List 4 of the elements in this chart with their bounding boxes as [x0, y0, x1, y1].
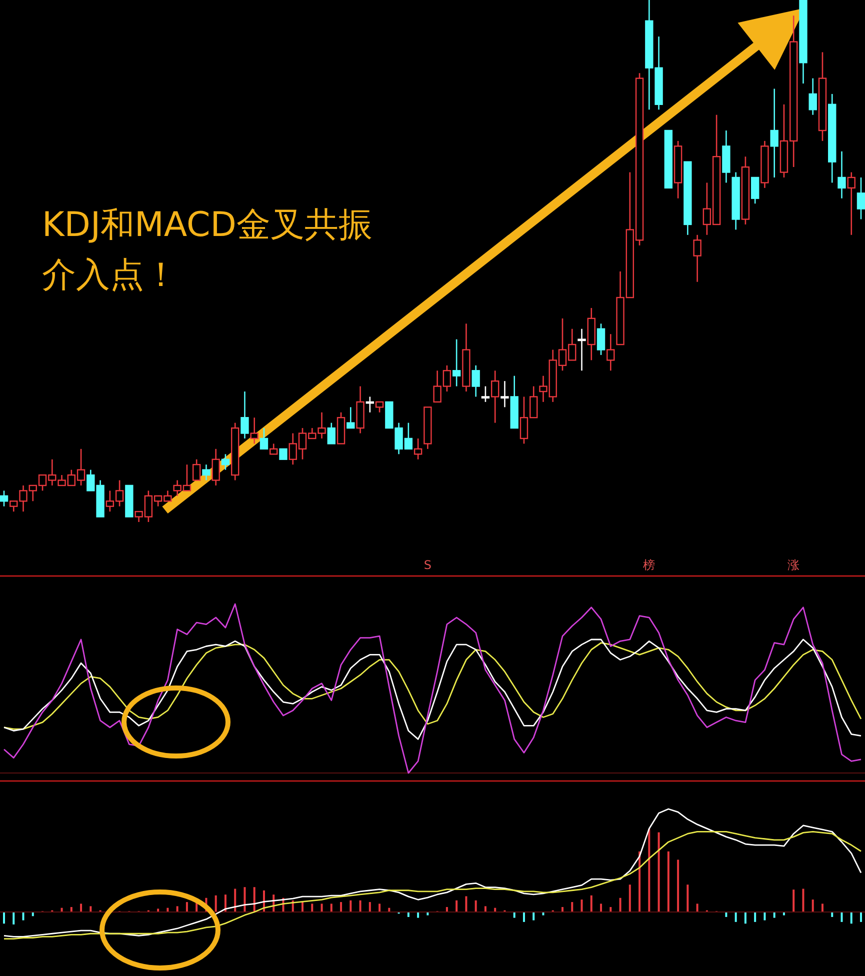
x-tick-label: 榜	[643, 558, 656, 572]
annotation: KDJ和MACD金叉共振介入点！	[42, 205, 372, 295]
x-tick-label: 涨	[788, 558, 800, 572]
x-tick-label: S	[424, 558, 432, 572]
